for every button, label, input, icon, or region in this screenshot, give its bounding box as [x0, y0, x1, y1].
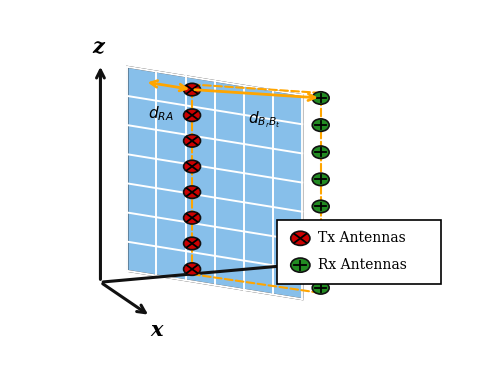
Circle shape [291, 258, 310, 272]
Circle shape [184, 212, 200, 224]
Circle shape [184, 186, 200, 198]
Text: z: z [93, 37, 105, 57]
Circle shape [312, 255, 329, 267]
Circle shape [312, 282, 329, 294]
Text: Tx Antennas: Tx Antennas [317, 231, 405, 245]
Circle shape [184, 135, 200, 147]
Circle shape [184, 263, 200, 275]
Circle shape [312, 119, 329, 131]
Text: y: y [379, 248, 391, 268]
Circle shape [312, 200, 329, 213]
Polygon shape [127, 67, 302, 299]
FancyBboxPatch shape [277, 220, 440, 284]
Circle shape [312, 146, 329, 159]
Circle shape [312, 227, 329, 240]
Circle shape [291, 231, 310, 245]
Circle shape [184, 83, 200, 96]
Text: x: x [150, 321, 162, 340]
Text: Rx Antennas: Rx Antennas [317, 258, 407, 272]
Circle shape [184, 160, 200, 173]
Circle shape [184, 237, 200, 250]
Circle shape [184, 109, 200, 121]
Text: $d_{RA}$: $d_{RA}$ [148, 104, 174, 123]
Circle shape [312, 173, 329, 185]
Text: $d_{B_rB_t}$: $d_{B_rB_t}$ [248, 109, 281, 130]
Circle shape [312, 92, 329, 104]
